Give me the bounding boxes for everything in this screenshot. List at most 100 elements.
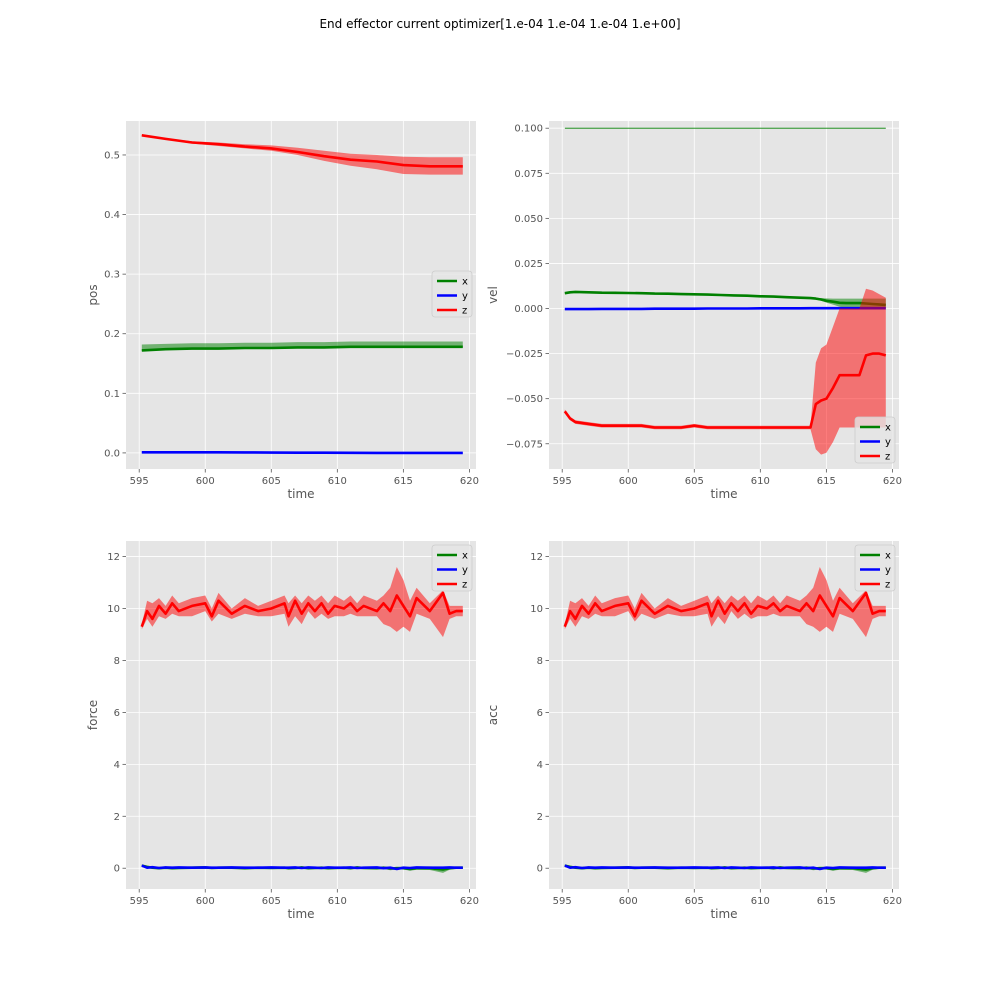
xtick-label: 615	[394, 896, 413, 907]
legend-label-x: x	[885, 551, 891, 562]
legend-label-y: y	[462, 565, 468, 576]
data-layer-pos	[141, 134, 463, 455]
legend-pos: xyz	[431, 270, 473, 318]
ytick-label: 0.000	[514, 304, 543, 315]
ytick-label: 0	[114, 864, 120, 875]
plot-area-force	[126, 541, 476, 889]
figure-title: End effector current optimizer[1.e-04 1.…	[319, 17, 681, 31]
ytick-label: 2	[114, 812, 120, 823]
ytick-label: −0.025	[506, 349, 543, 360]
ytick-label: 6	[114, 708, 120, 719]
series-line-y	[564, 864, 886, 871]
ytick-label: 4	[114, 760, 120, 771]
series-line-y	[141, 864, 463, 871]
xtick-label: 605	[685, 896, 704, 907]
legend-label-y: y	[885, 437, 891, 448]
xtick-label: 605	[685, 476, 704, 487]
ytick-label: 0.050	[514, 214, 543, 225]
ytick-label: 10	[107, 604, 120, 615]
data-layer-force	[140, 567, 463, 873]
xtick-label: 615	[817, 476, 836, 487]
xtick-label: 600	[196, 896, 215, 907]
legend-box	[854, 544, 896, 592]
xtick-label: 620	[460, 896, 479, 907]
ytick-label: 12	[530, 552, 543, 563]
xtick-label: 620	[883, 896, 902, 907]
xtick-label: 620	[883, 476, 902, 487]
xtick-label: 595	[130, 896, 149, 907]
legend-label-x: x	[462, 277, 468, 288]
ytick-label: 0.075	[514, 169, 543, 180]
band-z	[564, 288, 886, 455]
subplot-force: 595 600 605 610 615 620 0 2 4 6 8 10 12 time force xyz	[86, 541, 479, 921]
yaxis-label: pos	[86, 284, 100, 305]
legend-force: xyz	[431, 544, 473, 592]
xtick-label: 595	[553, 896, 572, 907]
ytick-label: 8	[537, 656, 543, 667]
plot-area-acc	[549, 541, 899, 889]
series-line-z	[563, 591, 886, 628]
ytick-label: 0.5	[104, 150, 120, 161]
yaxis-label: vel	[486, 286, 500, 304]
subplot-vel: 595 600 605 610 615 620 0.100 0.075 0.050 0.025 0.…	[486, 121, 902, 501]
xtick-label: 595	[130, 476, 149, 487]
xtick-label: 610	[751, 476, 770, 487]
xtick-label: 605	[262, 896, 281, 907]
xtick-label: 610	[328, 896, 347, 907]
ytick-label: 0.100	[514, 124, 543, 135]
yaxis-label: force	[86, 700, 100, 730]
subplot-pos: 595 600 605 610 615 620 0.0 0.1 0.2 0.3 0.4 0.5 time…	[86, 121, 479, 501]
yaxis-label: acc	[486, 705, 500, 726]
xtick-label: 600	[619, 476, 638, 487]
legend-acc: xyz	[854, 544, 896, 592]
xtick-label: 615	[394, 476, 413, 487]
legend-label-y: y	[885, 565, 891, 576]
legend-label-x: x	[462, 551, 468, 562]
data-layer-vel	[563, 127, 887, 455]
ytick-label: 8	[114, 656, 120, 667]
legend-label-z: z	[462, 306, 467, 317]
xtick-label: 620	[460, 476, 479, 487]
ytick-label: 10	[530, 604, 543, 615]
series-line-y	[141, 450, 463, 455]
band-z	[564, 567, 886, 638]
xaxis-label: time	[710, 487, 737, 501]
series-line-z	[141, 134, 463, 168]
xtick-label: 615	[817, 896, 836, 907]
legend-label-y: y	[462, 291, 468, 302]
subplot-acc: 595 600 605 610 615 620 0 2 4 6 8 10 12 time acc xyz	[486, 541, 902, 921]
series-line-x	[564, 290, 886, 307]
xtick-label: 605	[262, 476, 281, 487]
xtick-label: 610	[328, 476, 347, 487]
ytick-label: 0.025	[514, 259, 543, 270]
ytick-label: 6	[537, 708, 543, 719]
ytick-label: 0.0	[104, 448, 120, 459]
ytick-label: 0.1	[104, 389, 120, 400]
legend-box	[854, 416, 896, 464]
xtick-label: 610	[751, 896, 770, 907]
ytick-label: −0.075	[506, 439, 543, 450]
plot-area-pos	[126, 121, 476, 469]
series-line-z	[140, 591, 463, 628]
xtick-label: 595	[553, 476, 572, 487]
ytick-label: 4	[537, 760, 543, 771]
ytick-label: 12	[107, 552, 120, 563]
series-line-x	[141, 345, 463, 352]
legend-label-z: z	[885, 452, 890, 463]
data-layer-acc	[563, 567, 886, 873]
legend-label-z: z	[462, 580, 467, 591]
xaxis-label: time	[287, 487, 314, 501]
legend-label-x: x	[885, 423, 891, 434]
xaxis-label: time	[287, 907, 314, 921]
ytick-label: 0	[537, 864, 543, 875]
ytick-label: −0.050	[506, 394, 543, 405]
band-z	[141, 567, 463, 638]
ytick-label: 2	[537, 812, 543, 823]
xaxis-label: time	[710, 907, 737, 921]
series-line-y	[564, 306, 886, 311]
ytick-label: 0.2	[104, 329, 120, 340]
series-line-z	[563, 352, 887, 429]
xtick-label: 600	[196, 476, 215, 487]
